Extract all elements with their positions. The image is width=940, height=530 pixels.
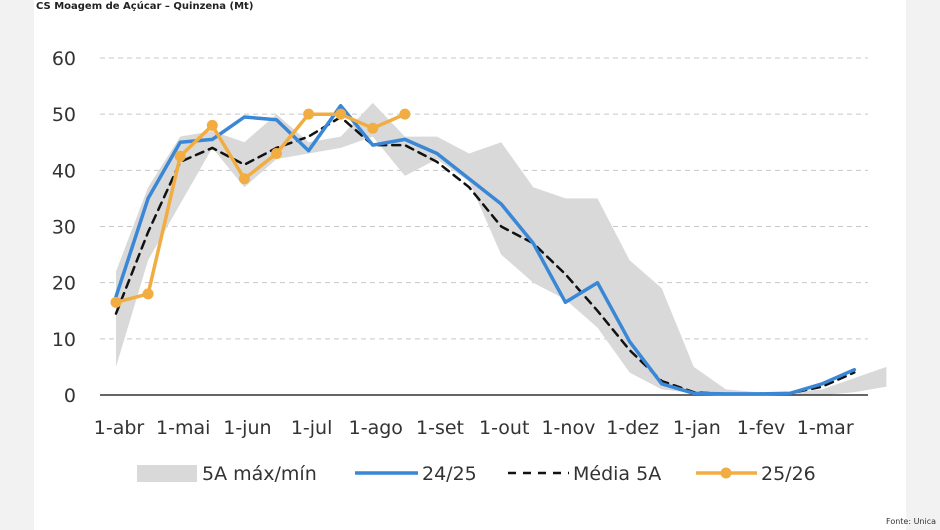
- chart-title: CS Moagem de Açúcar – Quinzena (Mt): [36, 1, 254, 12]
- y-tick-label: 60: [52, 48, 76, 70]
- legend-label-25-26: 25/26: [761, 463, 816, 485]
- x-tick-label: 1-mai: [156, 417, 210, 439]
- x-tick-label: 1-out: [479, 417, 529, 439]
- source-note: Fonte: Unica: [886, 517, 937, 526]
- y-tick-label: 30: [52, 217, 76, 239]
- x-tick-label: 1-jan: [673, 417, 721, 439]
- band-5a-max-min: [116, 102, 887, 396]
- legend-label-media-5a: Média 5A: [573, 463, 661, 485]
- y-tick-label: 50: [52, 104, 76, 126]
- x-tick-label: 1-jul: [291, 417, 333, 439]
- x-tick-label: 1-mar: [797, 417, 854, 439]
- series-25-26-point: [238, 173, 250, 185]
- series-25-26-point: [399, 108, 411, 120]
- series-25-26-point: [367, 122, 379, 134]
- y-tick-label: 40: [52, 160, 76, 182]
- y-tick-label: 0: [64, 385, 76, 407]
- chart-card: CS Moagem de Açúcar – Quinzena (Mt) 0 10 2…: [34, 0, 936, 530]
- series-25-26-line: [114, 112, 407, 305]
- line-chart: 0 10 20 30 40 50 60 1-abr 1-mai 1-jun 1-jul 1-ago 1-…: [52, 48, 887, 485]
- y-tick-label: 10: [52, 329, 76, 351]
- x-tick-label: 1-jun: [223, 417, 271, 439]
- legend-swatch-band: [137, 465, 197, 482]
- x-tick-label: 1-nov: [541, 417, 595, 439]
- series-25-26-point: [271, 147, 282, 159]
- x-tick-label: 1-ago: [349, 417, 403, 439]
- legend-label-band: 5A máx/mín: [202, 463, 317, 485]
- series-25-26-point: [174, 150, 186, 162]
- series-25-26-point: [335, 108, 347, 120]
- x-tick-label: 1-dez: [606, 417, 659, 439]
- x-tick-label: 1-abr: [94, 417, 145, 439]
- y-tick-label: 20: [52, 273, 76, 295]
- series-25-26-point: [303, 108, 315, 120]
- legend-marker-25-26: [720, 467, 732, 479]
- series-25-26-point: [206, 119, 218, 131]
- series-24-25-line: [114, 103, 857, 396]
- series-25-26-point: [110, 296, 122, 308]
- x-tick-label: 1-set: [416, 417, 464, 439]
- x-tick-label: 1-fev: [737, 417, 786, 439]
- legend-label-24-25: 24/25: [422, 463, 477, 485]
- series-25-26-point: [142, 288, 154, 300]
